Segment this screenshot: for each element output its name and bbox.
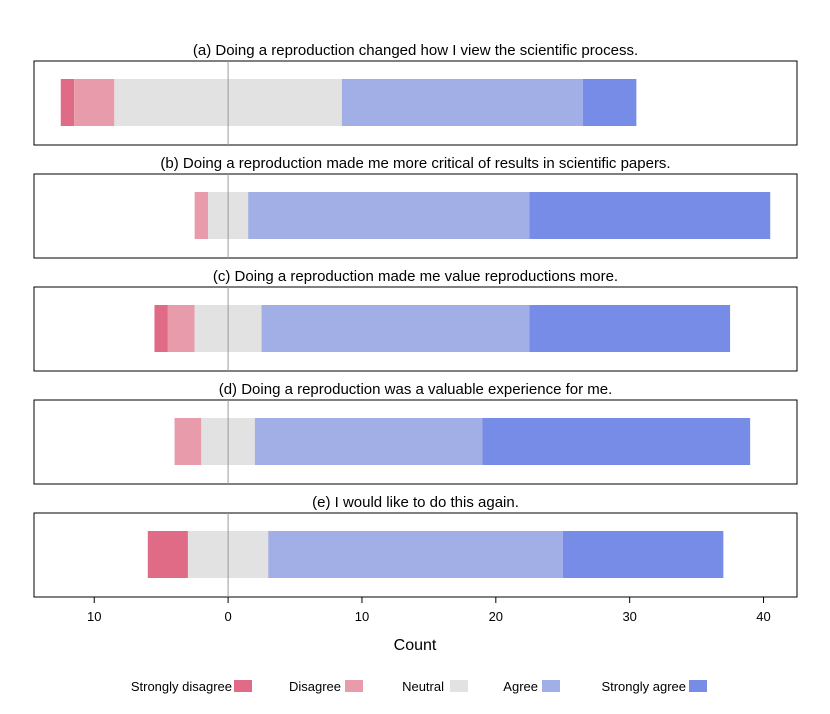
legend-label-agree: Agree [503,679,538,694]
panel-frame [33,512,798,598]
x-tick-label: 30 [622,609,636,624]
panel-title: (d) Doing a reproduction was a valuable … [219,381,613,398]
legend-label-neutral: Neutral [402,679,444,694]
panel-frame [33,173,798,259]
bar-segment-agree [268,531,563,578]
bar-segment-strongly-agree [582,79,637,126]
legend-label-strongly-agree: Strongly agree [601,679,686,694]
legend-swatch-strongly-disagree [234,680,252,692]
bar-segment-disagree [74,79,115,126]
bar-segment-agree [248,192,530,239]
x-axis: 10 0 10 20 30 40 [87,597,771,624]
panel-title: (e) I would like to do this again. [312,494,519,511]
legend-swatch-strongly-agree [689,680,707,692]
legend-swatch-neutral [450,680,468,692]
x-tick-label: 40 [756,609,770,624]
bar-segment-strongly-agree [562,531,724,578]
panel-title: (b) Doing a reproduction made me more cr… [160,155,670,172]
panel-frame [33,399,798,485]
panel-e: (e) I would like to do this again. [33,494,798,598]
bar-segment-agree [254,418,483,465]
bar-segment-disagree [174,418,202,465]
panel-c: (c) Doing a reproduction made me value r… [33,268,798,372]
bar-segment-agree [261,305,530,352]
bar-segment-strongly-disagree [60,79,75,126]
bar-segment-strongly-agree [529,305,731,352]
legend-label-strongly-disagree: Strongly disagree [131,679,232,694]
panels: (a) Doing a reproduction changed how I v… [33,42,798,598]
panel-frame [33,286,798,372]
bar-segment-disagree [167,305,195,352]
x-tick-label: 0 [224,609,231,624]
x-tick-label: 10 [355,609,369,624]
legend-label-disagree: Disagree [289,679,341,694]
panel-frame [33,60,798,146]
bar-segment-strongly-agree [482,418,751,465]
bar-segment-strongly-disagree [154,305,168,352]
legend-swatch-agree [542,680,560,692]
panel-title: (a) Doing a reproduction changed how I v… [193,42,638,59]
legend-swatch-disagree [345,680,363,692]
panel-title: (c) Doing a reproduction made me value r… [213,268,618,285]
bar-segment-strongly-agree [529,192,771,239]
legend: Strongly disagree Disagree Neutral Agree Str… [131,679,707,694]
bar-segment-agree [341,79,583,126]
panel-d: (d) Doing a reproduction was a valuable … [33,381,798,485]
x-tick-label: 20 [489,609,503,624]
panel-a: (a) Doing a reproduction changed how I v… [33,42,798,146]
x-tick-label: 10 [87,609,101,624]
bar-segment-disagree [194,192,209,239]
x-axis-label: Count [394,637,437,654]
bar-segment-strongly-disagree [147,531,188,578]
panel-b: (b) Doing a reproduction made me more cr… [33,155,798,259]
